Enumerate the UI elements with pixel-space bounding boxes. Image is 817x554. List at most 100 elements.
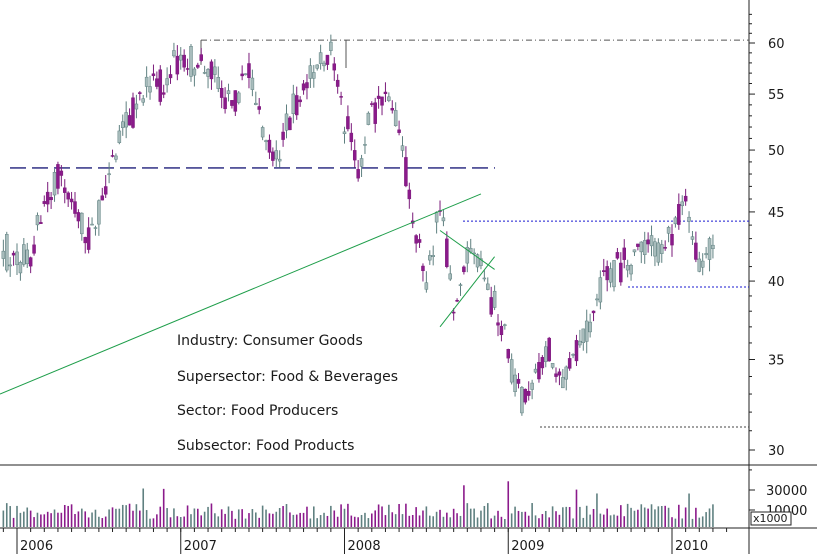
candle [451, 308, 456, 321]
year-tick-label: 2006 [20, 539, 53, 554]
candle [561, 369, 565, 389]
candle [288, 116, 292, 131]
candle [663, 240, 667, 251]
candle [694, 231, 698, 263]
candle-body [694, 242, 698, 260]
candle-body [281, 131, 285, 140]
candle-body [312, 72, 316, 79]
candle-body [653, 241, 657, 257]
candle [196, 62, 200, 69]
candle-body [595, 298, 599, 301]
price-tick-label: 35 [768, 353, 785, 368]
candle [110, 149, 115, 158]
candle-body [523, 388, 528, 403]
candle [230, 100, 234, 109]
candle-body [445, 238, 449, 267]
candle [503, 323, 507, 330]
candle [100, 187, 105, 201]
candle [612, 259, 616, 292]
candle-body [649, 235, 654, 247]
candle-body [663, 247, 667, 249]
candle [134, 94, 139, 119]
candle-body [83, 237, 87, 244]
candle [148, 75, 152, 100]
candle-body [547, 337, 551, 362]
candle-body [182, 54, 186, 68]
candle [390, 100, 395, 114]
candle-body [673, 217, 678, 225]
candle-body [407, 189, 412, 200]
candle-body [431, 255, 435, 257]
candle [59, 165, 64, 187]
candle-body [632, 249, 637, 253]
candle [458, 282, 463, 296]
candle [49, 191, 53, 209]
candle-body [165, 78, 169, 86]
candle [322, 60, 326, 72]
candle-body [329, 41, 333, 51]
candle [329, 34, 333, 56]
candle [417, 233, 422, 248]
candle-body [216, 77, 221, 89]
candle-body [202, 72, 207, 74]
candle [298, 96, 302, 107]
candle [35, 212, 40, 231]
candle-body [134, 103, 139, 110]
candle-body [352, 150, 357, 161]
candle [226, 83, 231, 102]
candle-body [574, 340, 579, 362]
candle-body [325, 54, 330, 65]
candle-body [356, 169, 360, 179]
candle-body [90, 223, 94, 226]
candle-body [155, 78, 159, 87]
candle-body [161, 92, 166, 95]
candle-body [451, 311, 456, 314]
candle [704, 246, 708, 259]
candle [492, 285, 497, 311]
candle [277, 150, 282, 168]
candle [346, 105, 350, 132]
volume-unit-label: x1000 [753, 512, 788, 525]
candle-body [509, 359, 514, 383]
candle [294, 86, 299, 120]
candle [591, 310, 596, 322]
candle [533, 363, 538, 374]
candle [284, 104, 289, 139]
candle [513, 368, 517, 397]
candle-body [506, 349, 510, 359]
candle [523, 388, 528, 405]
candle [581, 328, 586, 351]
candle [161, 84, 166, 99]
candle [690, 231, 695, 245]
candle-body [486, 283, 490, 290]
candle [526, 381, 531, 401]
candle-body [25, 249, 29, 265]
candle-body [138, 92, 142, 94]
candle [424, 271, 429, 293]
candle [45, 181, 50, 213]
candle-body [629, 264, 633, 275]
candle-body [168, 74, 173, 79]
candle-body [141, 98, 145, 103]
candle [393, 102, 398, 127]
candle [670, 224, 674, 257]
candle [209, 59, 214, 90]
candle [356, 160, 360, 182]
candle-body [424, 282, 429, 290]
candle-body [383, 91, 388, 95]
candle [5, 231, 9, 273]
candle-body [639, 241, 644, 253]
candle-body [315, 64, 319, 69]
candle-body [42, 201, 47, 204]
candle [434, 211, 439, 234]
candle [646, 232, 650, 253]
candle [315, 64, 319, 71]
candle-body [373, 102, 377, 124]
candle [486, 277, 490, 291]
candle-body [308, 65, 313, 79]
year-tick-label: 2007 [184, 539, 217, 554]
candle [318, 44, 323, 70]
candle-body [172, 50, 176, 57]
candle [257, 97, 261, 115]
candle [400, 136, 405, 158]
